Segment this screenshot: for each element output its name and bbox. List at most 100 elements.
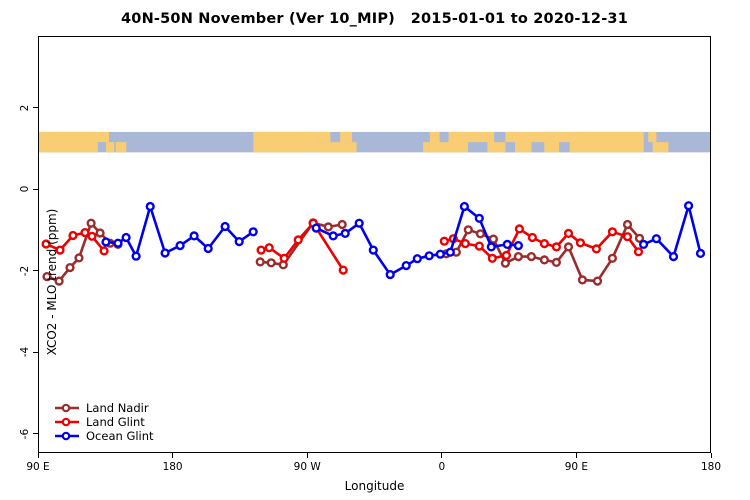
data-point [264, 243, 274, 253]
data-point [488, 234, 499, 244]
data-point [42, 272, 52, 282]
series-line [443, 227, 640, 260]
data-point [439, 236, 449, 246]
data-point [65, 263, 75, 273]
data-point [502, 239, 512, 250]
data-point [293, 235, 303, 245]
map-band-land-segment [318, 131, 331, 143]
data-point [622, 232, 633, 242]
data-point [401, 261, 411, 271]
x-tick-label: 90 E [26, 461, 50, 473]
data-point [460, 239, 470, 249]
legend-marker-icon [55, 417, 79, 427]
data-point [279, 253, 289, 263]
series-line [446, 223, 641, 283]
map-band-land-segment [115, 142, 127, 153]
data-point [323, 222, 333, 232]
data-point [68, 230, 78, 241]
data-point [99, 246, 109, 256]
data-point [526, 252, 537, 262]
data-point [514, 224, 525, 234]
y-tick-label: 2 [19, 104, 31, 111]
map-band-ocean-segment [505, 142, 516, 153]
data-point [475, 229, 486, 239]
x-tick-mark [710, 453, 712, 458]
data-point [563, 228, 574, 239]
data-point [563, 242, 574, 252]
map-band-land-segment [97, 131, 110, 143]
data-point [695, 248, 706, 259]
x-tick-label: 180 [700, 461, 722, 473]
data-point [101, 237, 111, 247]
data-point [95, 228, 105, 238]
legend-label: Land Nadir [86, 401, 149, 415]
data-point [539, 255, 550, 265]
map-band-land-segment [106, 142, 115, 153]
map-band-ocean-segment [494, 131, 506, 143]
legend-marker-icon [55, 403, 79, 413]
data-point [86, 218, 96, 228]
data-point [638, 239, 649, 250]
data-point [80, 228, 90, 238]
map-band-land-segment [652, 142, 669, 153]
data-point [337, 219, 347, 230]
data-point [328, 231, 338, 241]
map-band-ocean-segment [439, 131, 449, 143]
data-point [121, 232, 131, 243]
data-point [248, 227, 258, 237]
series-line [643, 204, 702, 258]
legend-marker-icon [55, 431, 79, 441]
data-point [501, 250, 512, 261]
y-tick-label: -6 [19, 428, 31, 439]
map-band-land-segment [39, 131, 98, 153]
data-point [486, 242, 496, 252]
data-point [500, 258, 511, 268]
data-point [435, 249, 445, 259]
x-tick-label: 0 [438, 461, 446, 473]
data-point [487, 253, 497, 263]
legend-item-ocean-glint: Ocean Glint [54, 429, 154, 443]
data-point [145, 201, 155, 212]
data-point [527, 232, 538, 243]
legend: Land Nadir Land Glint Ocean Glint [54, 401, 154, 443]
series-line [315, 205, 519, 276]
data-point [55, 245, 65, 255]
data-point [311, 223, 321, 233]
y-tick-mark [33, 433, 38, 434]
series-ocean-glint [101, 201, 706, 280]
map-band-ocean-segment [467, 142, 488, 153]
x-tick-mark [441, 453, 443, 458]
data-point [255, 257, 265, 267]
series-land-glint [41, 218, 644, 275]
y-tick-label: 0 [19, 185, 31, 193]
y-tick-mark [33, 270, 38, 271]
map-band-land-segment [648, 131, 657, 143]
data-point [551, 257, 562, 268]
x-tick-mark [575, 453, 577, 458]
data-point [651, 234, 662, 244]
map-band-land-segment [318, 142, 357, 153]
data-point [551, 242, 562, 252]
x-tick-mark [37, 453, 39, 458]
map-band-land-segment [423, 142, 430, 153]
x-axis-title: Longitude [344, 479, 405, 493]
data-point [338, 265, 348, 275]
legend-label: Ocean Glint [86, 429, 154, 443]
data-point [368, 245, 378, 255]
data-point [203, 243, 213, 254]
data-point [234, 237, 244, 247]
data-point [354, 218, 364, 228]
y-tick-mark [33, 351, 38, 353]
data-point [74, 253, 84, 263]
data-point [41, 239, 51, 249]
x-tick-mark [306, 453, 308, 458]
data-point [340, 228, 350, 239]
plot-svg [39, 131, 710, 286]
map-band-land-segment [253, 131, 319, 153]
y-tick-mark [33, 188, 38, 190]
data-point [113, 238, 123, 248]
data-point [633, 247, 644, 257]
data-point [445, 247, 455, 257]
legend-circle [61, 431, 71, 441]
data-point [577, 275, 588, 285]
